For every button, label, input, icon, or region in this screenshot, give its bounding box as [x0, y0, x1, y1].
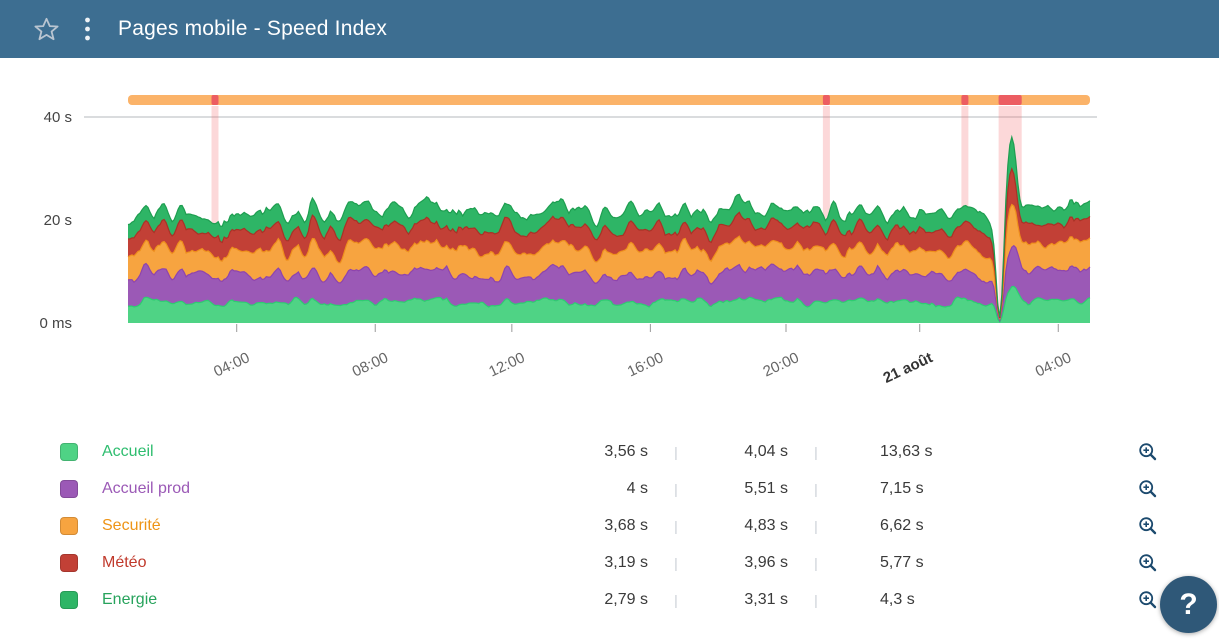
zoom-in-icon: [1139, 590, 1157, 608]
zoom-in-icon: [1139, 516, 1157, 534]
value-cell: 4 s: [626, 479, 648, 497]
svg-text:08:00: 08:00: [350, 349, 391, 380]
value-separator: |: [814, 554, 818, 571]
page-title: Pages mobile - Speed Index: [118, 17, 388, 40]
legend-row: Météo 3,19 s | 3,96 s | 5,77 s: [60, 544, 1160, 581]
value-separator: |: [814, 591, 818, 608]
value-cell: 5,77 s: [880, 553, 924, 571]
legend-row: Energie 2,79 s | 3,31 s | 4,3 s: [60, 581, 1160, 618]
value-separator: |: [674, 443, 678, 460]
chart-canvas[interactable]: 40 s 20 s 0 ms 04:00 08:00 12:00 16:00 20:00 21 …: [0, 58, 1219, 410]
zoom-in-icon: [1139, 553, 1157, 571]
help-button[interactable]: ?: [1160, 576, 1217, 633]
zoom-in-icon: [1139, 442, 1157, 460]
value-cell: 4,04 s: [744, 442, 788, 460]
zoom-button[interactable]: [1136, 440, 1160, 464]
value-separator: |: [814, 517, 818, 534]
value-separator: |: [674, 554, 678, 571]
series-label[interactable]: Météo: [102, 553, 147, 571]
svg-text:40 s: 40 s: [44, 109, 72, 126]
series-swatch: [60, 553, 78, 572]
svg-text:20 s: 20 s: [44, 212, 72, 229]
svg-text:16:00: 16:00: [625, 349, 666, 380]
value-cell: 3,56 s: [604, 442, 648, 460]
value-cell: 3,19 s: [604, 553, 648, 571]
favorite-button[interactable]: [30, 13, 62, 45]
svg-text:04:00: 04:00: [211, 349, 252, 380]
svg-text:12:00: 12:00: [486, 349, 527, 380]
kebab-menu-icon: [84, 17, 90, 41]
zoom-in-icon: [1139, 479, 1157, 497]
series-swatch: [60, 590, 78, 609]
star-outline-icon: [33, 17, 59, 40]
svg-text:0 ms: 0 ms: [39, 315, 72, 332]
series-label[interactable]: Accueil: [102, 442, 154, 460]
value-separator: |: [674, 517, 678, 534]
value-cell: 3,96 s: [744, 553, 788, 571]
svg-text:20:00: 20:00: [760, 349, 801, 380]
speed-index-chart[interactable]: 40 s 20 s 0 ms 04:00 08:00 12:00 16:00 20:00 21 …: [0, 58, 1219, 410]
menu-button[interactable]: [76, 13, 98, 45]
series-swatch: [60, 516, 78, 535]
series-swatch: [60, 442, 78, 461]
svg-text:04:00: 04:00: [1033, 349, 1074, 380]
value-cell: 13,63 s: [880, 442, 933, 460]
window-header: Pages mobile - Speed Index: [0, 0, 1219, 58]
series-label[interactable]: Accueil prod: [102, 479, 191, 497]
legend-table: Accueil 3,56 s | 4,04 s | 13,63 s Accuei…: [60, 433, 1160, 618]
value-cell: 4,3 s: [880, 590, 915, 608]
series-label[interactable]: Energie: [102, 590, 158, 608]
value-cell: 4,83 s: [744, 516, 788, 534]
legend-row: Accueil prod 4 s | 5,51 s | 7,15 s: [60, 470, 1160, 507]
value-cell: 5,51 s: [744, 479, 788, 497]
series-swatch: [60, 479, 78, 498]
series-label[interactable]: Securité: [102, 516, 161, 534]
zoom-button[interactable]: [1136, 588, 1160, 612]
legend-row: Securité 3,68 s | 4,83 s | 6,62 s: [60, 507, 1160, 544]
zoom-button[interactable]: [1136, 477, 1160, 501]
value-separator: |: [814, 480, 818, 497]
svg-text:21 août: 21 août: [881, 349, 936, 387]
value-separator: |: [674, 480, 678, 497]
value-cell: 2,79 s: [604, 590, 648, 608]
value-cell: 6,62 s: [880, 516, 924, 534]
zoom-button[interactable]: [1136, 514, 1160, 538]
value-separator: |: [814, 443, 818, 460]
zoom-button[interactable]: [1136, 551, 1160, 575]
legend-row: Accueil 3,56 s | 4,04 s | 13,63 s: [60, 433, 1160, 470]
value-separator: |: [674, 591, 678, 608]
value-cell: 3,31 s: [744, 590, 788, 608]
value-cell: 7,15 s: [880, 479, 924, 497]
value-cell: 3,68 s: [604, 516, 648, 534]
